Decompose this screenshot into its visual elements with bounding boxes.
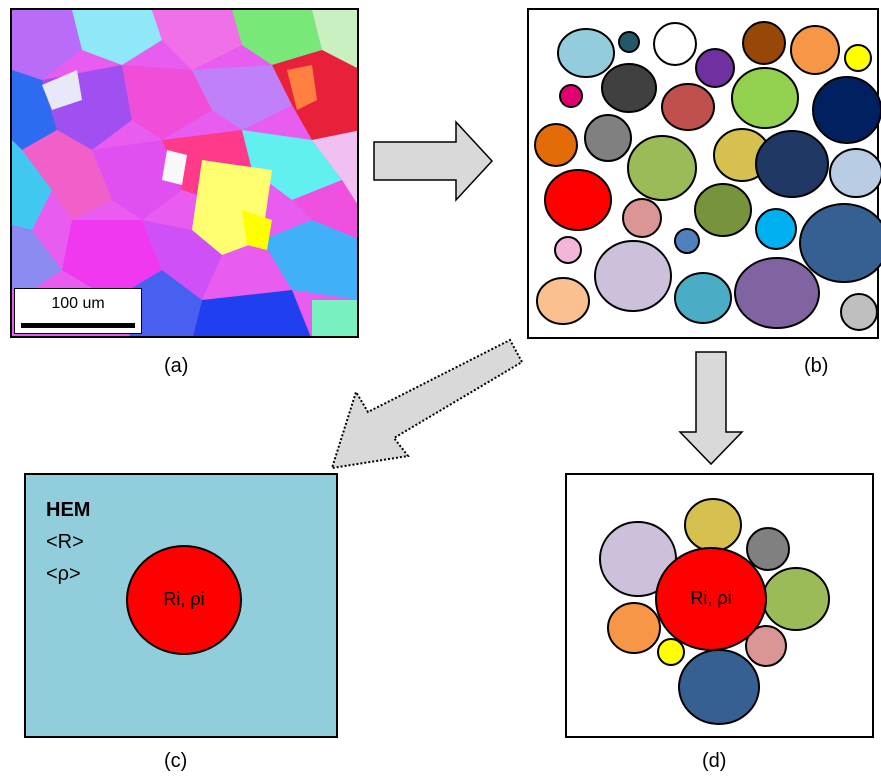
scale-bar-label: 100 um: [15, 295, 141, 313]
caption-a: (a): [164, 355, 188, 378]
center-grain-label: Ri, ρi: [656, 588, 766, 609]
caption-d: (d): [702, 750, 726, 773]
scale-bar-line: [21, 323, 135, 328]
hem-panel: HEM <R> <ρ> Ri, ρi: [24, 473, 338, 738]
circle-grain-model: [527, 8, 879, 339]
neighbor-panel: Ri, ρi: [565, 473, 874, 738]
scale-bar: 100 um: [14, 288, 142, 334]
caption-c: (c): [164, 750, 187, 773]
caption-b: (b): [804, 355, 828, 378]
down-arrow-icon: [680, 352, 742, 464]
center-grain-label: Ri, ρi: [127, 589, 241, 610]
right-arrow-icon: [374, 122, 492, 200]
circles-graphic: [529, 10, 881, 341]
ebsd-grain-map: 100 um: [10, 8, 359, 338]
diagonal-arrow-icon: [332, 340, 522, 468]
